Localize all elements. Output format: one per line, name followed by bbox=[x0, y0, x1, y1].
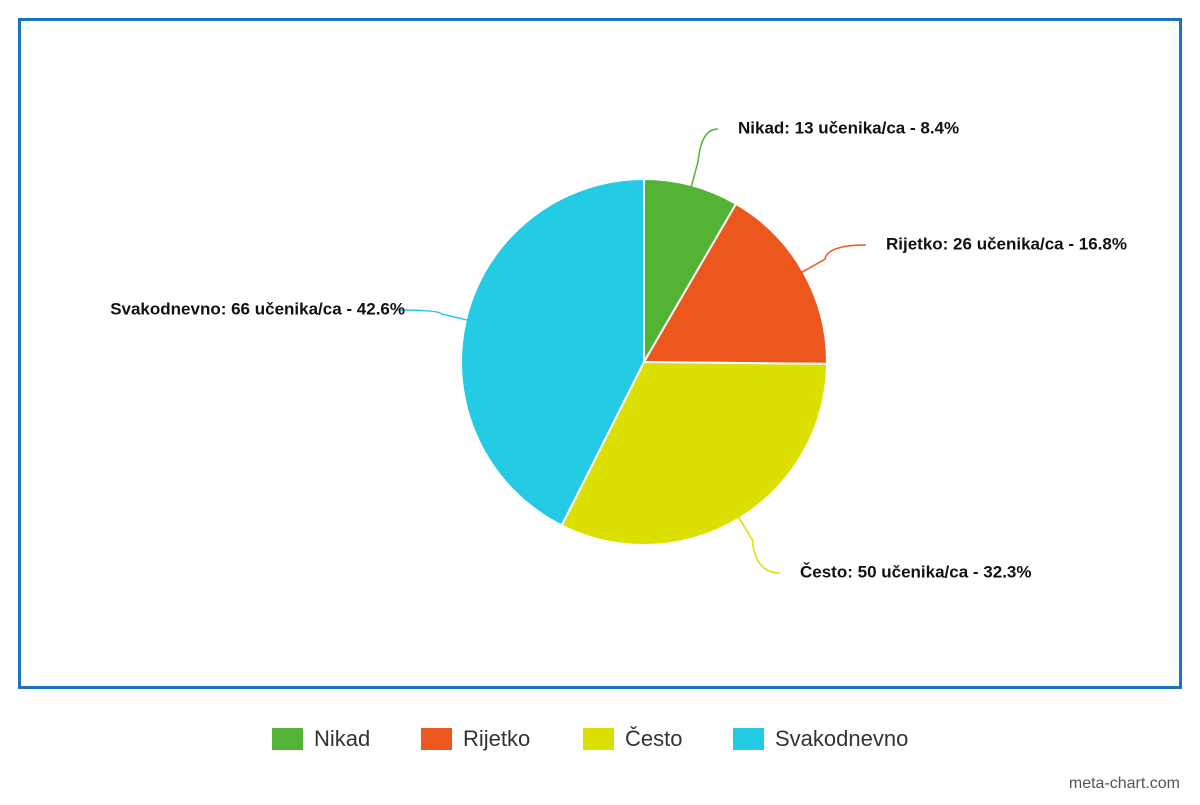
legend-label: Često bbox=[625, 726, 682, 751]
data-label: Često: 50 učenika/ca - 32.3% bbox=[800, 562, 1032, 581]
data-label: Svakodnevno: 66 učenika/ca - 42.6% bbox=[110, 299, 405, 318]
legend-swatch bbox=[421, 728, 452, 750]
legend-label: Svakodnevno bbox=[775, 726, 908, 751]
legend-swatch bbox=[733, 728, 764, 750]
leader-line bbox=[737, 516, 781, 574]
legend-label: Rijetko bbox=[463, 726, 530, 751]
legend-label: Nikad bbox=[314, 726, 370, 751]
legend-swatch bbox=[583, 728, 614, 750]
leader-line bbox=[396, 309, 469, 321]
legend-swatch bbox=[272, 728, 303, 750]
data-label: Nikad: 13 učenika/ca - 8.4% bbox=[738, 118, 959, 137]
credit: meta-chart.com bbox=[1069, 775, 1180, 792]
data-label: Rijetko: 26 učenika/ca - 16.8% bbox=[886, 234, 1127, 253]
leader-line bbox=[690, 128, 719, 188]
leader-line bbox=[800, 244, 867, 274]
